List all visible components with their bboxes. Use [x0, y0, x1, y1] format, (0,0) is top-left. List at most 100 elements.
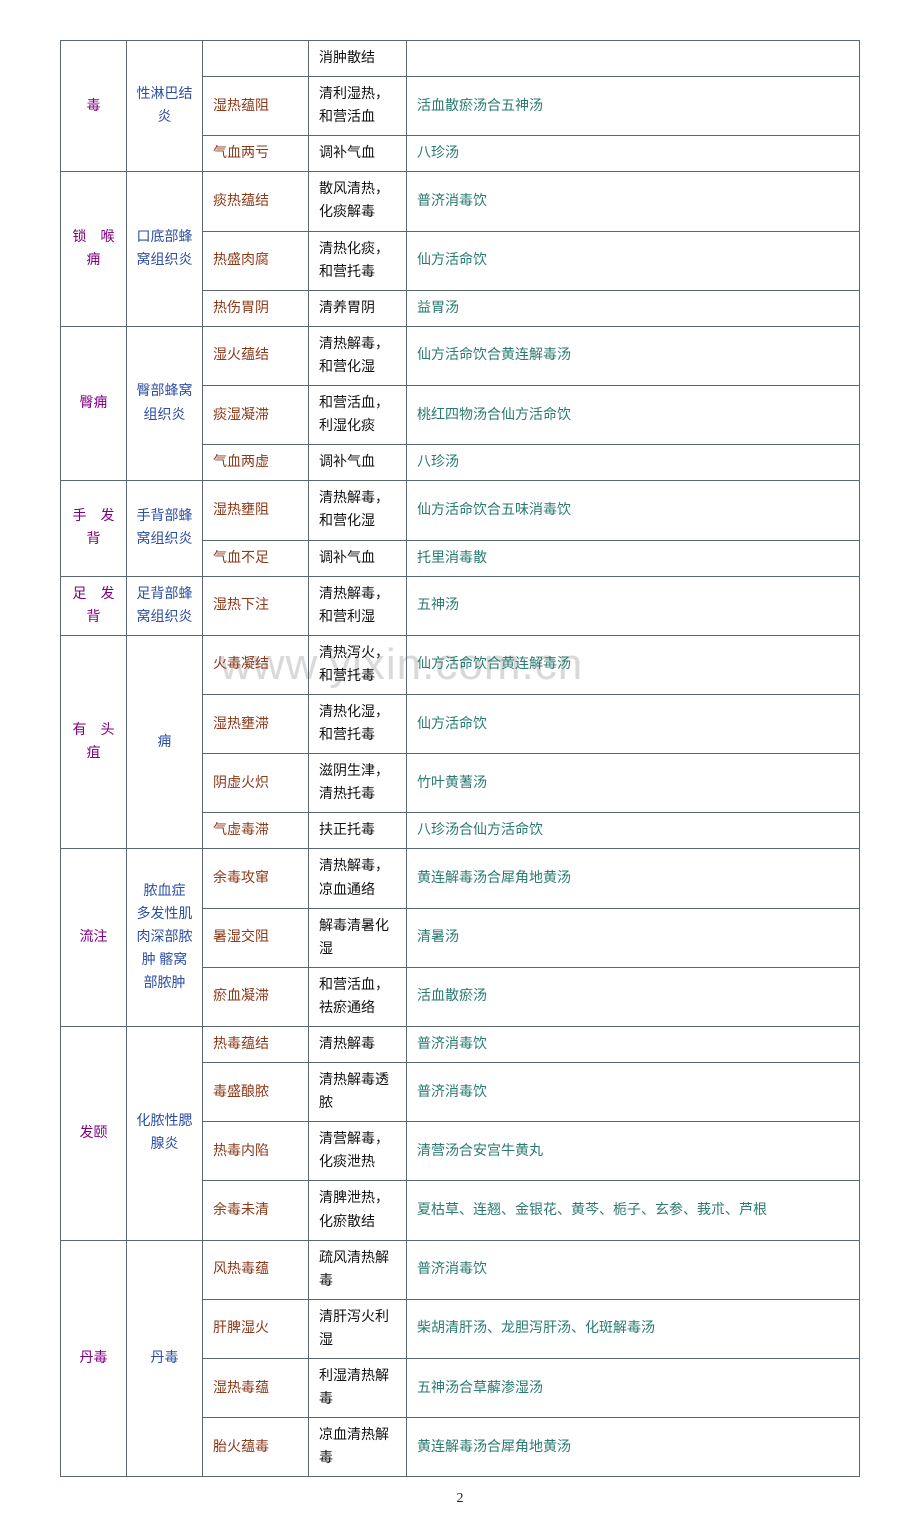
treatment-principle: 调补气血 [309, 445, 407, 481]
syndrome-type: 热毒内陷 [203, 1122, 309, 1181]
prescription: 仙方活命饮 [407, 694, 860, 753]
western-name: 痈 [127, 635, 203, 849]
prescription: 五神汤 [407, 576, 860, 635]
disease-name: 手 发背 [61, 481, 127, 576]
treatment-principle: 清热化湿，和营托毒 [309, 694, 407, 753]
syndrome-type: 暑湿交阻 [203, 908, 309, 967]
disease-name: 流注 [61, 849, 127, 1027]
prescription: 五神汤合草薢渗湿汤 [407, 1359, 860, 1418]
treatment-principle: 滋阴生津，清热托毒 [309, 754, 407, 813]
prescription: 清暑汤 [407, 908, 860, 967]
table-row: 手 发背手背部蜂窝组织炎湿热壅阻清热解毒，和营化湿仙方活命饮合五味消毒饮 [61, 481, 860, 540]
table-row: 流注脓血症 多发性肌肉深部脓肿 髂窝部脓肿余毒攻窜清热解毒，凉血通络黄连解毒汤合… [61, 849, 860, 908]
treatment-principle: 清热解毒，和营化湿 [309, 481, 407, 540]
table-row: 发颐化脓性腮腺炎热毒蕴结清热解毒普济消毒饮 [61, 1027, 860, 1063]
prescription: 托里消毒散 [407, 540, 860, 576]
syndrome-type: 湿热壅阻 [203, 481, 309, 540]
treatment-principle: 解毒清暑化湿 [309, 908, 407, 967]
tcm-table: 毒性淋巴结炎消肿散结湿热蕴阻清利湿热，和营活血活血散瘀汤合五神汤气血两亏调补气血… [60, 40, 860, 1477]
prescription: 竹叶黄蓍汤 [407, 754, 860, 813]
prescription: 活血散瘀汤合五神汤 [407, 77, 860, 136]
treatment-principle: 和营活血，利湿化痰 [309, 386, 407, 445]
syndrome-type: 风热毒蕴 [203, 1240, 309, 1299]
syndrome-type: 湿火蕴结 [203, 326, 309, 385]
treatment-principle: 清热解毒，和营利湿 [309, 576, 407, 635]
treatment-principle: 清利湿热，和营活血 [309, 77, 407, 136]
treatment-principle: 清营解毒，化痰泄热 [309, 1122, 407, 1181]
disease-name: 锁 喉痈 [61, 172, 127, 326]
prescription: 仙方活命饮合五味消毒饮 [407, 481, 860, 540]
prescription: 普济消毒饮 [407, 172, 860, 231]
treatment-principle: 清脾泄热，化瘀散结 [309, 1181, 407, 1240]
treatment-principle: 清热解毒，凉血通络 [309, 849, 407, 908]
syndrome-type: 胎火蕴毒 [203, 1418, 309, 1477]
treatment-principle: 凉血清热解毒 [309, 1418, 407, 1477]
syndrome-type: 湿热毒蕴 [203, 1359, 309, 1418]
prescription: 八珍汤合仙方活命饮 [407, 813, 860, 849]
prescription: 柴胡清肝汤、龙胆泻肝汤、化斑解毒汤 [407, 1299, 860, 1358]
treatment-principle: 清养胃阴 [309, 290, 407, 326]
western-name: 手背部蜂窝组织炎 [127, 481, 203, 576]
treatment-principle: 清热解毒，和营化湿 [309, 326, 407, 385]
syndrome-type: 湿热壅滞 [203, 694, 309, 753]
syndrome-type: 火毒凝结 [203, 635, 309, 694]
prescription: 仙方活命饮合黄连解毒汤 [407, 635, 860, 694]
treatment-principle: 清热泻火，和营托毒 [309, 635, 407, 694]
prescription [407, 41, 860, 77]
prescription: 仙方活命饮合黄连解毒汤 [407, 326, 860, 385]
prescription: 普济消毒饮 [407, 1027, 860, 1063]
syndrome-type: 毒盛酿脓 [203, 1063, 309, 1122]
western-name: 口底部蜂窝组织炎 [127, 172, 203, 326]
syndrome-type: 痰湿凝滞 [203, 386, 309, 445]
prescription: 益胃汤 [407, 290, 860, 326]
table-row: 臀痈臀部蜂窝组织炎湿火蕴结清热解毒，和营化湿仙方活命饮合黄连解毒汤 [61, 326, 860, 385]
disease-name: 发颐 [61, 1027, 127, 1241]
syndrome-type: 热伤胃阴 [203, 290, 309, 326]
treatment-principle: 利湿清热解毒 [309, 1359, 407, 1418]
syndrome-type: 阴虚火炽 [203, 754, 309, 813]
table-row: 足 发背足背部蜂窝组织炎湿热下注清热解毒，和营利湿五神汤 [61, 576, 860, 635]
western-name: 足背部蜂窝组织炎 [127, 576, 203, 635]
syndrome-type: 湿热下注 [203, 576, 309, 635]
page-number: 2 [60, 1491, 860, 1507]
table-row: 锁 喉痈口底部蜂窝组织炎痰热蕴结散风清热，化痰解毒普济消毒饮 [61, 172, 860, 231]
syndrome-type: 气虚毒滞 [203, 813, 309, 849]
treatment-principle: 调补气血 [309, 136, 407, 172]
syndrome-type: 痰热蕴结 [203, 172, 309, 231]
disease-name: 足 发背 [61, 576, 127, 635]
disease-name: 有 头疽 [61, 635, 127, 849]
prescription: 黄连解毒汤合犀角地黄汤 [407, 1418, 860, 1477]
prescription: 仙方活命饮 [407, 231, 860, 290]
prescription: 八珍汤 [407, 136, 860, 172]
disease-name: 丹毒 [61, 1240, 127, 1477]
syndrome-type: 余毒攻窜 [203, 849, 309, 908]
disease-name: 臀痈 [61, 326, 127, 480]
prescription: 普济消毒饮 [407, 1063, 860, 1122]
treatment-principle: 散风清热，化痰解毒 [309, 172, 407, 231]
prescription: 夏枯草、连翘、金银花、黄芩、栀子、玄参、莪朮、芦根 [407, 1181, 860, 1240]
table-row: 丹毒丹毒风热毒蕴疏风清热解毒普济消毒饮 [61, 1240, 860, 1299]
table-row: 毒性淋巴结炎消肿散结 [61, 41, 860, 77]
disease-name: 毒 [61, 41, 127, 172]
treatment-principle: 调补气血 [309, 540, 407, 576]
prescription: 活血散瘀汤 [407, 967, 860, 1026]
prescription: 普济消毒饮 [407, 1240, 860, 1299]
western-name: 化脓性腮腺炎 [127, 1027, 203, 1241]
prescription: 清营汤合安宫牛黄丸 [407, 1122, 860, 1181]
treatment-principle: 清热解毒 [309, 1027, 407, 1063]
syndrome-type: 余毒未清 [203, 1181, 309, 1240]
western-name: 性淋巴结炎 [127, 41, 203, 172]
treatment-principle: 疏风清热解毒 [309, 1240, 407, 1299]
treatment-principle: 和营活血，祛瘀通络 [309, 967, 407, 1026]
treatment-principle: 扶正托毒 [309, 813, 407, 849]
treatment-principle: 清热化痰，和营托毒 [309, 231, 407, 290]
table-body: 毒性淋巴结炎消肿散结湿热蕴阻清利湿热，和营活血活血散瘀汤合五神汤气血两亏调补气血… [61, 41, 860, 1477]
syndrome-type: 气血两亏 [203, 136, 309, 172]
syndrome-type: 湿热蕴阻 [203, 77, 309, 136]
treatment-principle: 清热解毒透脓 [309, 1063, 407, 1122]
western-name: 臀部蜂窝组织炎 [127, 326, 203, 480]
prescription: 黄连解毒汤合犀角地黄汤 [407, 849, 860, 908]
treatment-principle: 消肿散结 [309, 41, 407, 77]
syndrome-type: 热盛肉腐 [203, 231, 309, 290]
prescription: 桃红四物汤合仙方活命饮 [407, 386, 860, 445]
